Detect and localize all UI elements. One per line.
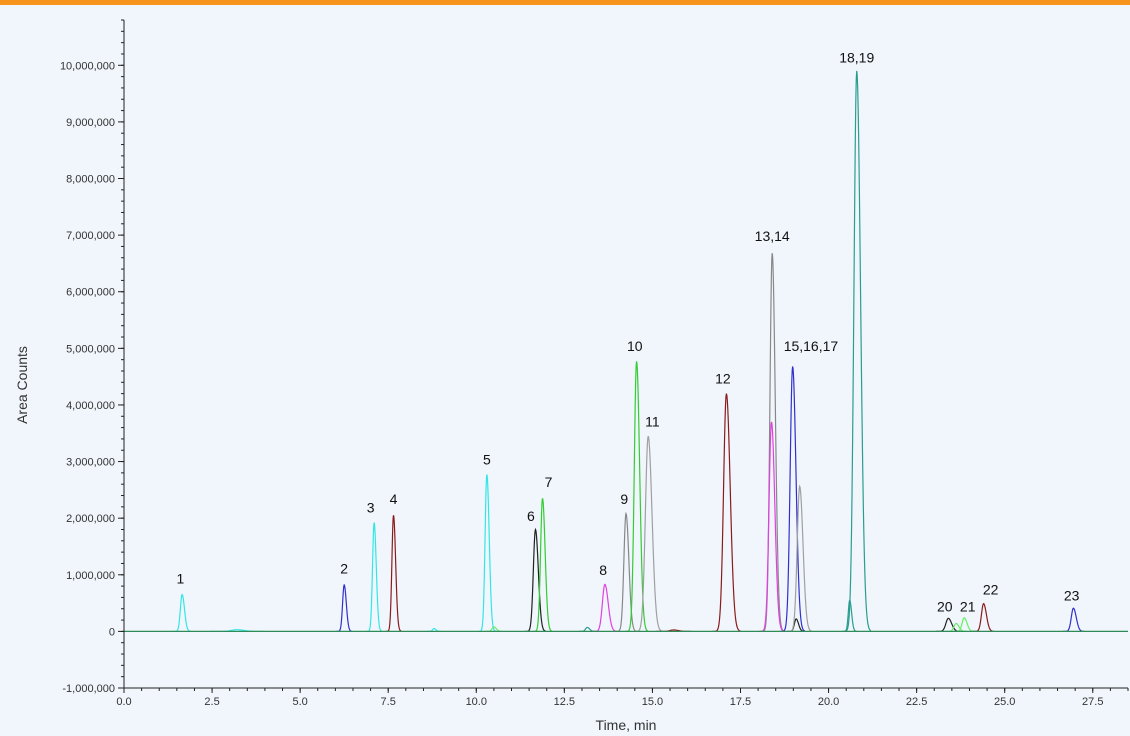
x-tick-label: 27.5 [1082, 696, 1103, 708]
peak-trace-5 [385, 515, 402, 632]
peak-trace-25 [936, 617, 961, 632]
x-tick-label: 0.0 [116, 696, 131, 708]
y-tick-label: 10,000,000 [60, 60, 115, 72]
peak-trace-17 [712, 393, 741, 632]
peak-label: 22 [983, 582, 999, 598]
peak-trace-4 [366, 522, 383, 632]
y-tick-label: 4,000,000 [66, 400, 115, 412]
y-tick-label: 8,000,000 [66, 174, 115, 186]
y-tick-label: 3,000,000 [66, 457, 115, 469]
x-tick-label: 25.0 [994, 696, 1015, 708]
peak-label: 20 [937, 599, 953, 615]
top-accent-bar [0, 0, 1130, 5]
peak-label: 12 [715, 370, 731, 386]
y-tick-label: 7,000,000 [66, 230, 115, 242]
x-tick-label: 10.0 [466, 696, 487, 708]
peak-trace-27 [953, 617, 975, 632]
x-tick-label: 22.5 [906, 696, 927, 708]
x-tick-label: 20.0 [818, 696, 839, 708]
y-tick-label: 2,000,000 [66, 513, 115, 525]
x-tick-label: 5.0 [292, 696, 307, 708]
x-axis-title: Time, min [596, 717, 657, 733]
peak-trace-1 [173, 593, 191, 632]
peak-trace-24 [842, 70, 872, 632]
x-tick-label: 15.0 [642, 696, 663, 708]
peak-trace-28 [973, 602, 995, 632]
y-ticks-group: -1,000,000 0 1,000,000 2,000,000 3,000,000 4,… [60, 19, 124, 695]
y-tick-label: 1,000,000 [66, 570, 115, 582]
peak-trace-14 [625, 361, 649, 632]
x-tick-label: 2.5 [204, 696, 219, 708]
x-tick-label: 12.5 [554, 696, 575, 708]
peak-trace-15 [634, 435, 663, 632]
y-tick-label: -1,000,000 [62, 683, 115, 695]
x-tick-label: 17.5 [730, 696, 751, 708]
x-ticks-group: 0.0 2.5 5.0 7.5 10.0 12.5 15.0 17.5 20.0 22.5 25.0… [116, 688, 1129, 708]
peak-trace-9 [524, 527, 547, 632]
peak-label: 11 [645, 413, 660, 429]
peak-label: 3 [367, 500, 375, 516]
peak-label: 15,16,17 [784, 338, 839, 354]
y-tick-label: 9,000,000 [66, 117, 115, 129]
peak-label: 9 [620, 491, 628, 507]
peak-label: 23 [1064, 587, 1080, 603]
peak-label: 2 [340, 561, 348, 577]
y-tick-label: 0 [109, 626, 115, 638]
peak-label: 1 [176, 570, 184, 586]
peak-trace-20 [780, 366, 806, 632]
peak-label: 21 [960, 599, 976, 615]
peak-label: 10 [627, 338, 643, 354]
peak-label: 13,14 [755, 228, 790, 244]
peak-trace-12 [592, 583, 618, 632]
peak-trace-3 [336, 583, 353, 632]
x-tick-label: 7.5 [381, 696, 396, 708]
peak-label: 5 [483, 451, 491, 467]
peak-label: 18,19 [839, 49, 874, 65]
peak-trace-29 [1062, 607, 1084, 632]
peak-trace-10 [532, 498, 553, 632]
y-axis-title: Area Counts [14, 346, 30, 424]
peak-trace-7 [478, 474, 496, 632]
y-tick-label: 6,000,000 [66, 287, 115, 299]
peak-label: 7 [545, 474, 553, 490]
peak-trace-19 [759, 421, 785, 632]
y-tick-label: 5,000,000 [66, 343, 115, 355]
peak-label: 8 [599, 562, 607, 578]
peak-label: 6 [527, 508, 535, 524]
peak-label: 4 [390, 491, 398, 507]
peak-trace-18 [760, 253, 784, 632]
